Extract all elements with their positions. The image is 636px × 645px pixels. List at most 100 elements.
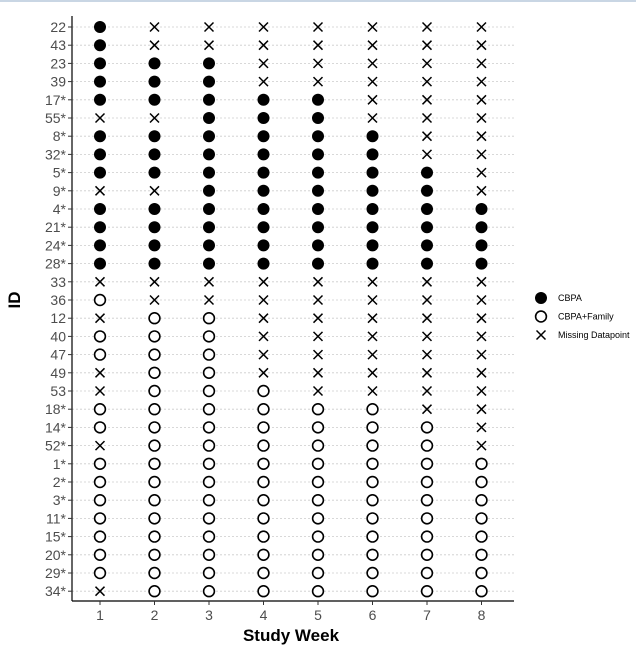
data-point	[476, 422, 487, 433]
data-point	[312, 276, 324, 287]
data-point	[93, 330, 107, 343]
data-point	[203, 57, 215, 70]
data-point	[203, 93, 215, 106]
data-point	[94, 185, 106, 196]
data-point	[93, 403, 107, 416]
data-point	[476, 94, 487, 105]
y-tick-label: 36	[50, 292, 66, 308]
axes	[71, 16, 514, 602]
y-tick-label: 53	[50, 383, 66, 399]
data-point	[367, 331, 378, 342]
data-point	[476, 76, 487, 87]
data-point	[94, 385, 106, 397]
data-point	[476, 367, 487, 378]
y-tick-label: 17*	[45, 92, 67, 108]
data-point	[258, 313, 269, 324]
data-point	[257, 512, 270, 525]
data-point	[93, 494, 107, 507]
data-point	[421, 149, 433, 160]
data-point	[312, 367, 324, 378]
data-point	[94, 148, 106, 161]
data-point	[257, 184, 270, 197]
data-point	[312, 294, 324, 306]
data-point	[148, 57, 161, 70]
y-axis-title: ID	[5, 292, 24, 309]
data-point	[94, 367, 106, 378]
data-point	[421, 367, 433, 378]
data-point	[311, 530, 325, 543]
data-point	[312, 349, 324, 360]
y-tick-label: 21*	[45, 219, 67, 235]
data-point	[203, 166, 215, 179]
data-point	[421, 76, 433, 87]
data-point	[366, 257, 379, 270]
data-point	[367, 276, 378, 287]
data-point	[420, 512, 434, 525]
data-point	[202, 348, 216, 361]
y-tick-label: 34*	[45, 583, 67, 599]
data-point	[475, 239, 488, 252]
data-point	[202, 530, 216, 543]
x-tick-label: 5	[314, 607, 322, 623]
data-point	[94, 586, 106, 597]
data-point	[203, 184, 215, 197]
data-point	[203, 21, 215, 33]
data-point	[148, 348, 161, 361]
data-point	[366, 203, 379, 215]
data-point	[366, 530, 379, 543]
data-point	[203, 112, 215, 124]
data-point	[311, 457, 325, 470]
data-point	[148, 239, 161, 252]
legend-key-C	[535, 292, 547, 304]
data-point	[367, 94, 378, 105]
data-point	[475, 475, 488, 489]
data-point	[367, 294, 378, 306]
legend-key-F	[534, 310, 548, 323]
data-point	[366, 566, 379, 580]
y-tick-label: 29*	[45, 565, 67, 581]
data-point	[257, 439, 270, 452]
data-point	[312, 21, 324, 33]
data-point	[202, 421, 216, 434]
y-tick-label: 1*	[53, 456, 67, 472]
y-tick-label: 12	[50, 310, 66, 326]
data-point	[420, 494, 434, 507]
data-point	[421, 221, 433, 234]
data-point	[257, 475, 270, 489]
data-point	[312, 148, 324, 161]
x-tick-label: 7	[423, 607, 431, 623]
y-tick-label: 55*	[45, 110, 67, 126]
y-tick-label: 32*	[45, 146, 67, 162]
data-point	[476, 294, 487, 306]
data-point	[203, 276, 215, 287]
data-point	[311, 494, 325, 507]
data-point	[366, 148, 379, 161]
data-point	[202, 330, 216, 343]
data-point	[366, 184, 379, 197]
data-point	[312, 313, 324, 324]
data-point	[94, 440, 106, 451]
data-point	[94, 93, 106, 106]
data-point	[312, 112, 324, 124]
data-point	[148, 257, 161, 270]
data-point	[203, 239, 215, 252]
y-tick-label: 8*	[53, 128, 67, 144]
data-point	[312, 203, 324, 215]
data-point	[476, 131, 487, 142]
data-point	[94, 130, 106, 143]
data-point	[148, 530, 161, 543]
data-point	[476, 404, 487, 415]
data-point	[476, 167, 487, 178]
x-tick-label: 8	[478, 607, 486, 623]
data-point	[94, 21, 106, 33]
data-point	[312, 40, 324, 51]
data-point	[475, 257, 488, 270]
data-point	[475, 221, 488, 234]
data-point	[148, 130, 161, 143]
data-point	[476, 440, 487, 451]
data-point	[311, 548, 325, 561]
data-point	[312, 221, 324, 234]
data-point	[148, 566, 161, 580]
data-point	[421, 313, 433, 324]
data-point	[366, 403, 379, 416]
